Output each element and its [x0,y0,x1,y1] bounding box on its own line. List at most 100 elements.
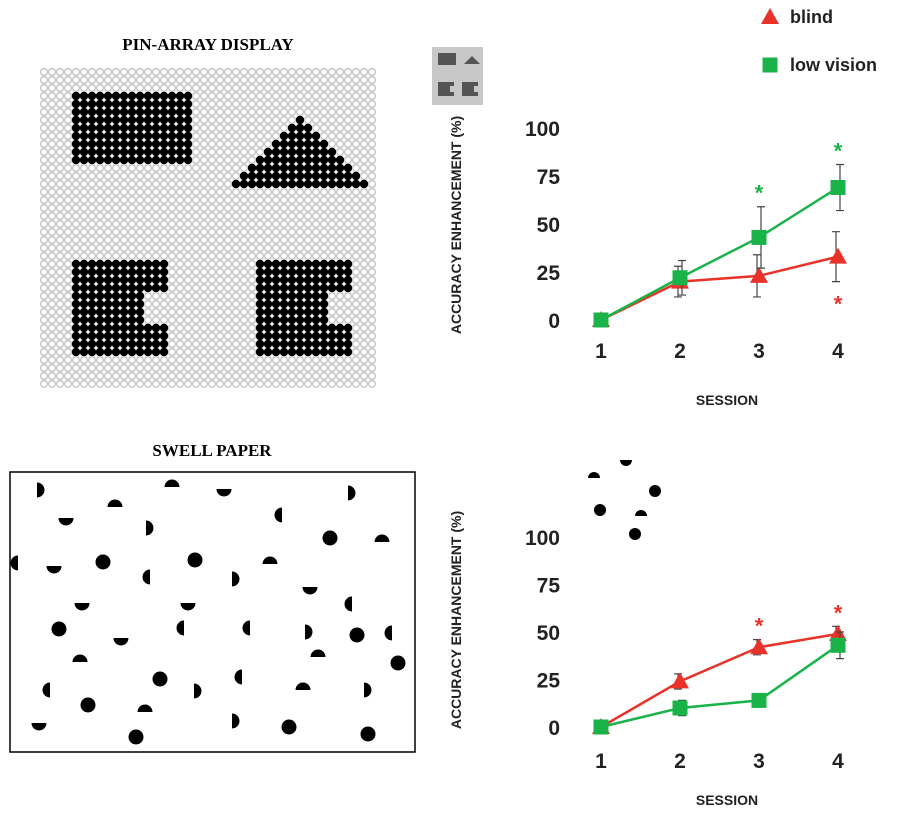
pin [185,261,192,268]
pin [241,269,248,276]
pin [249,341,256,348]
pin [369,269,376,276]
pin [297,221,304,228]
pin [265,85,272,92]
pin [249,189,256,196]
pin [304,284,312,292]
pin [120,156,128,164]
swell-half-dot [235,670,242,685]
pin [80,276,88,284]
pin [249,301,256,308]
pin [57,197,64,204]
pin [361,373,368,380]
pin [121,381,128,388]
pin [185,237,192,244]
pin [96,340,104,348]
pin [193,205,200,212]
pin [345,245,352,252]
pin [344,180,352,188]
pin [225,221,232,228]
pin [129,69,136,76]
pin [152,148,160,156]
y-tick-label: 0 [548,310,560,333]
pin [193,269,200,276]
pin [193,261,200,268]
legend-label: low vision [790,55,877,75]
pin [353,269,360,276]
pin [97,77,104,84]
pin [145,381,152,388]
pin [57,365,64,372]
pin [184,92,192,100]
pin [176,108,184,116]
pin [129,237,136,244]
pin [73,365,80,372]
pin [120,100,128,108]
pin [353,221,360,228]
pin [65,93,72,100]
pin [289,189,296,196]
pin [184,148,192,156]
pin [329,357,336,364]
pin [81,365,88,372]
pin [160,260,168,268]
pin [321,69,328,76]
pin [353,69,360,76]
pin [353,373,360,380]
pin [296,268,304,276]
pin [88,332,96,340]
pin [128,148,136,156]
pin [225,101,232,108]
pin [225,277,232,284]
pin [361,133,368,140]
pin [65,109,72,116]
pin [313,69,320,76]
pin [249,237,256,244]
pin [289,77,296,84]
pin [369,213,376,220]
pin [305,221,312,228]
pin [217,93,224,100]
swell-paper [11,480,406,745]
pin [129,173,136,180]
pin [304,148,312,156]
pin [201,189,208,196]
pin [105,357,112,364]
pin [41,293,48,300]
pin [209,109,216,116]
pin [168,100,176,108]
pin [185,245,192,252]
pin [169,77,176,84]
pin [329,245,336,252]
pin [160,156,168,164]
pin [328,172,336,180]
pin [89,197,96,204]
pin [336,276,344,284]
pin [209,309,216,316]
pin [73,173,80,180]
swell-half-dot [114,638,129,646]
pin [209,141,216,148]
pin [136,308,144,316]
pin [89,373,96,380]
pin [241,125,248,132]
significance-mark: * [834,600,843,625]
pin [272,308,280,316]
pin [161,189,168,196]
pin [152,140,160,148]
pin [289,213,296,220]
pin [161,165,168,172]
pin [225,269,232,276]
pin [105,373,112,380]
pin [65,197,72,204]
pin [201,157,208,164]
pin [193,309,200,316]
pin [105,381,112,388]
pin [97,205,104,212]
pin [104,284,112,292]
pin [136,100,144,108]
pin [257,253,264,260]
pin [361,349,368,356]
pin [72,132,80,140]
pin [193,349,200,356]
